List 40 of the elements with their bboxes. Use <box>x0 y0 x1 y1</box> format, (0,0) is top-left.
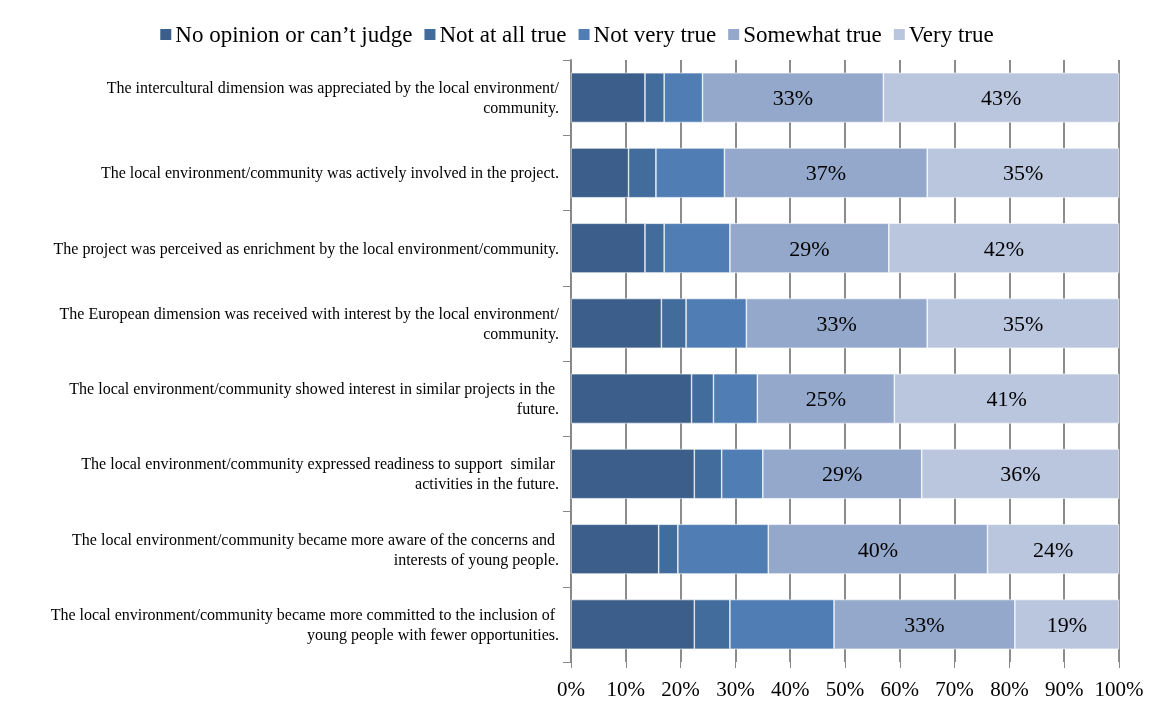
y-tick-label: The project was perceived as enrichment by the local environment/community. <box>53 239 559 258</box>
y-tick-label: The local environment/community became more committed to the inclusion of young people with fewer opportunities. <box>50 605 559 644</box>
data-label: 25% <box>805 386 846 412</box>
x-tick-label: 50% <box>825 676 865 701</box>
y-tick-label: The local environment/community expressed readiness to support similar activities in the future. <box>81 455 559 493</box>
data-label: 41% <box>986 386 1027 412</box>
y-tick-label: The intercultural dimension was appreciated by the local environment/community. <box>106 79 560 118</box>
y-tick-label: The European dimension was received with interest by the local environment/community. <box>59 304 560 343</box>
data-label: 29% <box>822 461 863 487</box>
data-label: 40% <box>857 536 899 562</box>
data-label: 35% <box>1002 160 1044 186</box>
legend-label: No opinion or can’t judge <box>175 22 413 47</box>
x-tick-label: 100% <box>1094 676 1144 701</box>
data-label: 33% <box>816 310 857 336</box>
y-tick-label: The local environment/community was actively involved in the project. <box>100 164 559 183</box>
x-tick-label: 0% <box>557 676 585 701</box>
data-label: 37% <box>805 160 846 186</box>
data-label: 33% <box>904 611 945 637</box>
data-label: 36% <box>1000 461 1041 487</box>
x-tick-label: 90% <box>1044 676 1084 701</box>
x-tick-label: 80% <box>990 676 1029 701</box>
data-label: 42% <box>983 235 1025 261</box>
legend-label: Not at all true <box>439 22 567 47</box>
x-tick-label: 60% <box>880 676 920 701</box>
legend-label: Not very true <box>593 22 717 47</box>
x-tick-label: 20% <box>661 676 700 701</box>
legend-label: Very true <box>908 22 994 47</box>
data-label: 33% <box>772 85 814 111</box>
x-tick-label: 10% <box>606 676 646 701</box>
x-tick-label: 40% <box>770 676 810 701</box>
data-label: 35% <box>1002 310 1044 336</box>
legend-label: Somewhat true <box>743 22 882 47</box>
y-tick-label: The local environment/community became more aware of the concerns and interests of young people. <box>72 530 559 569</box>
y-tick-label: The local environment/community showed interest in similar projects in the future. <box>69 380 559 418</box>
x-tick-label: 30% <box>716 676 755 701</box>
data-label: 24% <box>1033 536 1074 562</box>
data-label: 19% <box>1046 611 1088 637</box>
x-tick-label: 70% <box>935 676 974 701</box>
data-label: 43% <box>981 85 1022 111</box>
data-label: 29% <box>789 235 830 261</box>
